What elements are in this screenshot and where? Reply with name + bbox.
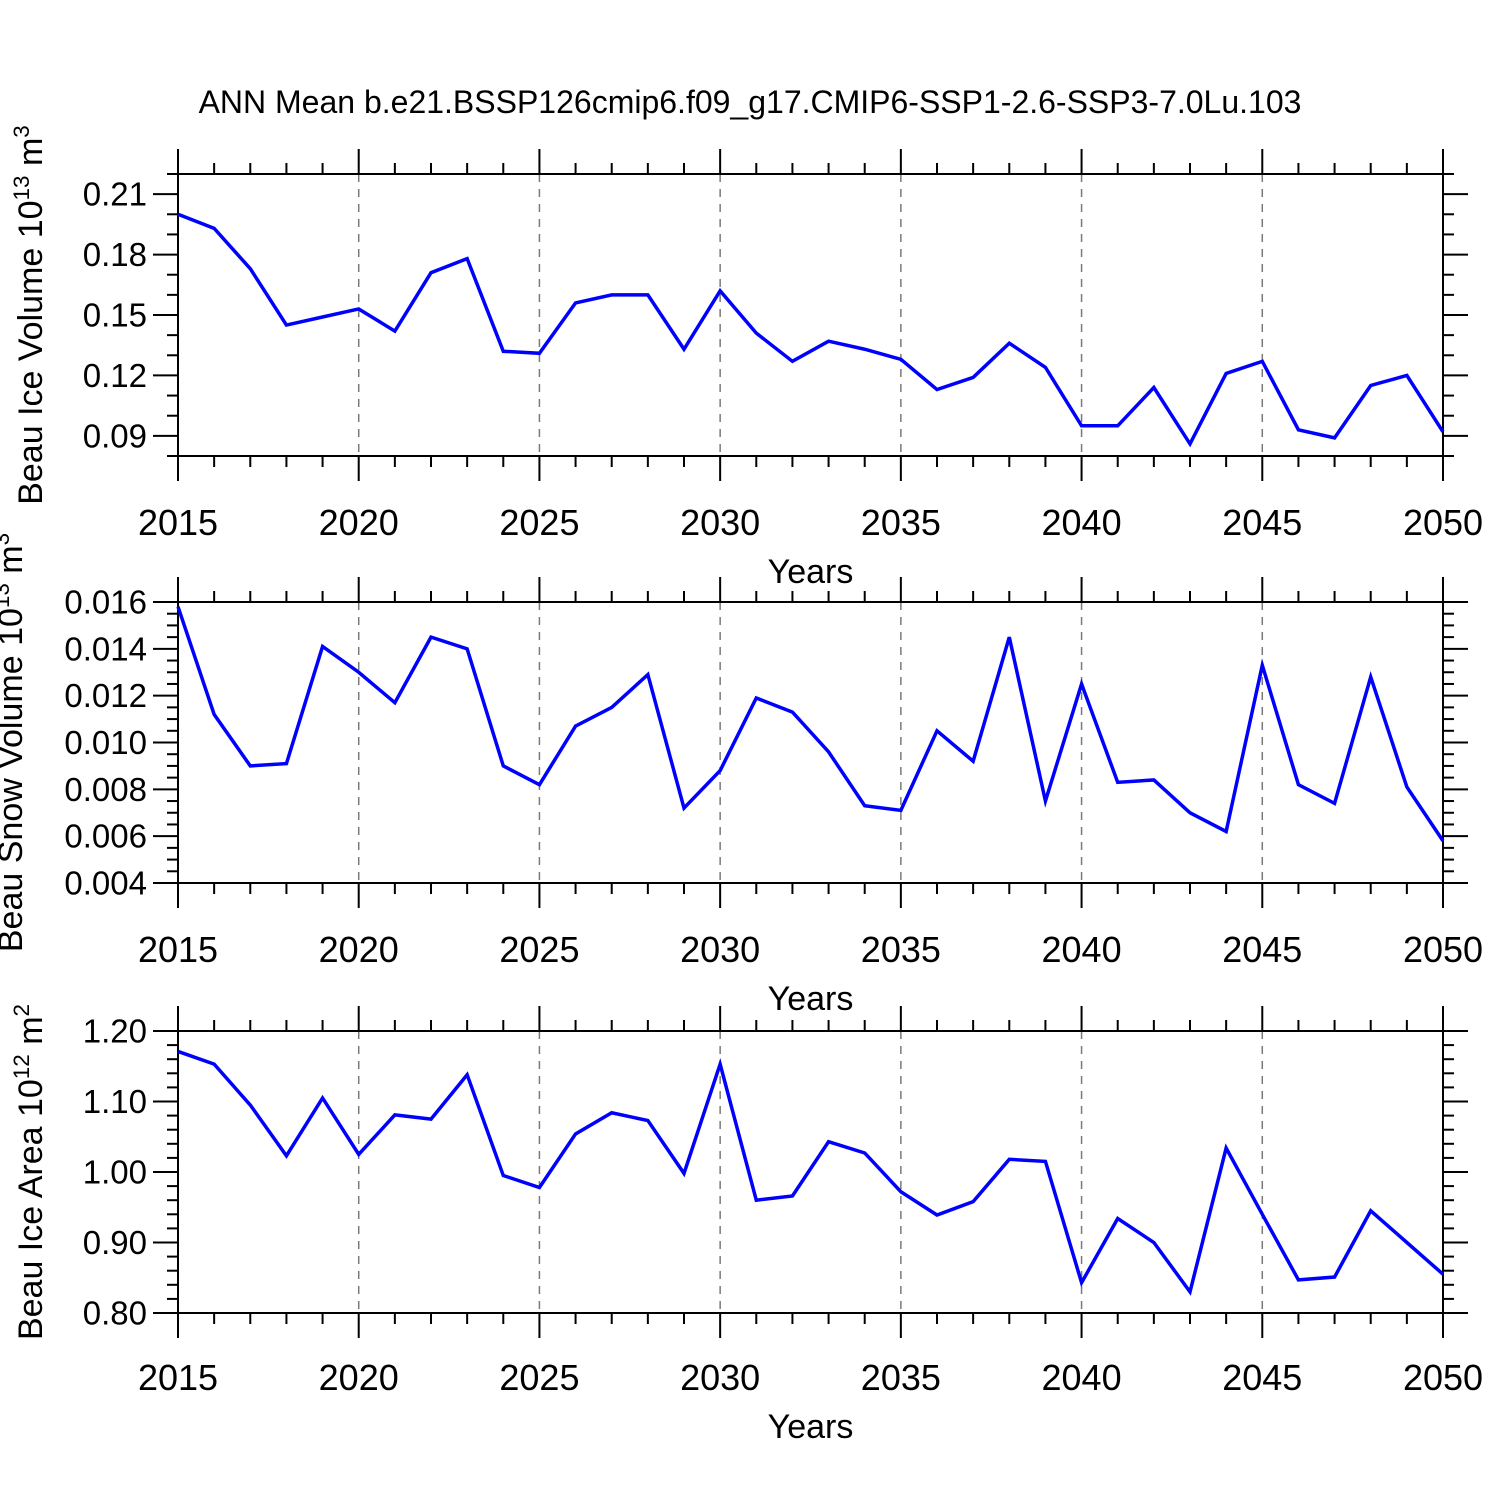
y-tick-label: 0.004 [64,865,147,902]
x-tick-label: 2030 [680,1357,760,1398]
x-tick-label: 2030 [680,502,760,543]
ticks [153,149,1468,481]
data-line [177,1049,1445,1296]
x-tick-label: 2050 [1403,929,1483,970]
y-axis-title: Beau Snow Volume 1013​ m3​ [0,533,30,952]
chart-1: 0.09 0.12 0.15 0.18 0.21 2015 2020 2025 2030 2035… [9,125,1483,591]
y-tick-label: 0.21 [83,176,147,213]
x-axis-title: Years [768,1408,854,1446]
data-line [176,606,1445,842]
y-axis-title: Beau Ice Area 1012​ m2​ [9,1004,50,1340]
ticks [153,1006,1468,1338]
x-tick-label: 2020 [319,929,399,970]
x-tick-label: 2045 [1222,502,1302,543]
y-tick-label: 0.09 [83,417,147,454]
x-axis-title: Years [768,980,854,1018]
data-line [177,212,1445,448]
x-tick-label: 2035 [861,929,941,970]
y-tick-label: 0.80 [83,1295,147,1332]
x-tick-label: 2050 [1403,502,1483,543]
x-tick-label: 2050 [1403,1357,1483,1398]
x-tick-label: 2040 [1042,502,1122,543]
x-tick-label: 2025 [499,1357,579,1398]
y-tick-label: 0.012 [64,677,147,714]
x-tick-label: 2045 [1222,929,1302,970]
chart-3: 0.80 0.90 1.00 1.10 1.20 2015 2020 2025 2030 2035… [9,1004,1483,1446]
x-tick-label: 2020 [319,1357,399,1398]
x-tick-label: 2015 [138,929,218,970]
plot-frame [177,601,1444,884]
gridlines [357,602,1264,883]
y-tick-label: 1.20 [83,1013,147,1050]
x-tick-label: 2045 [1222,1357,1302,1398]
y-axis-title: Beau Ice Volume 1013​ m3​ [9,125,50,505]
x-tick-label: 2025 [499,502,579,543]
x-tick-label: 2035 [861,502,941,543]
page-title: ANN Mean b.e21.BSSP126cmip6.f09_g17.CMIP… [198,84,1302,120]
y-tick-label: 0.014 [64,630,147,667]
gridlines [357,1031,1264,1313]
y-tick-label: 1.10 [83,1083,147,1120]
x-tick-label: 2015 [138,1357,218,1398]
y-tick-label: 0.90 [83,1224,147,1261]
y-tick-label: 0.15 [83,297,147,334]
y-tick-label: 0.12 [83,357,147,394]
x-tick-label: 2020 [319,502,399,543]
x-tick-label: 2030 [680,929,760,970]
y-tick-label: 1.00 [83,1154,147,1191]
x-tick-label: 2025 [499,929,579,970]
x-tick-label: 2040 [1042,929,1122,970]
y-tick-label: 0.008 [64,771,147,808]
plot-frame [177,1030,1444,1314]
x-tick-label: 2040 [1042,1357,1122,1398]
y-tick-label: 0.010 [64,724,147,761]
chart-2: 0.004 0.006 0.008 0.010 0.012 0.014 0.016 2015 2… [0,533,1483,1018]
gridlines [357,174,1264,456]
y-tick-label: 0.006 [64,818,147,855]
y-tick-label: 0.18 [83,236,147,273]
x-axis-title: Years [768,553,854,591]
y-tick-label: 0.016 [64,584,147,621]
ticks [153,577,1468,908]
x-tick-label: 2015 [138,502,218,543]
x-tick-label: 2035 [861,1357,941,1398]
